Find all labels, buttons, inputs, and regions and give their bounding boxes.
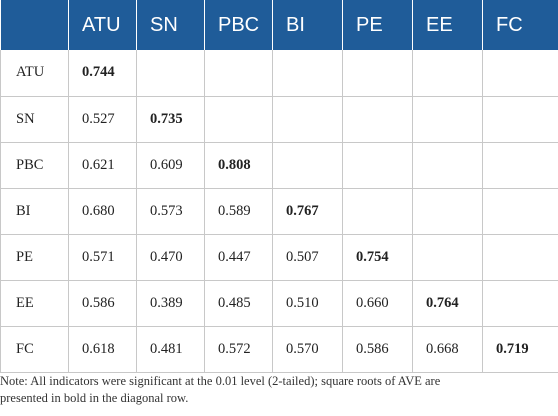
table-cell: 0.680 [68, 188, 137, 235]
table-cell [412, 96, 483, 143]
table-cell [272, 142, 343, 189]
table-cell: 0.660 [342, 280, 413, 327]
table-cell: 0.764 [412, 280, 483, 327]
table-cell [412, 50, 483, 97]
table-cell: 0.507 [272, 234, 343, 281]
footnote-line-1: Note: All indicators were significant at… [0, 374, 441, 388]
table-row: PBC 0.621 0.609 0.808 [0, 142, 558, 189]
table-header-row: ATU SN PBC BI PE EE FC [0, 0, 558, 50]
row-label: PBC [0, 142, 69, 189]
table-cell [482, 188, 558, 235]
table-cell [482, 234, 558, 281]
table-cell [204, 50, 273, 97]
header-cell-atu: ATU [68, 0, 137, 50]
table-cell: 0.609 [136, 142, 205, 189]
row-label: BI [0, 188, 69, 235]
table-cell: 0.485 [204, 280, 273, 327]
row-label: SN [0, 96, 69, 143]
table-row: ATU 0.744 [0, 50, 558, 97]
table-cell: 0.573 [136, 188, 205, 235]
row-label: EE [0, 280, 69, 327]
row-label: PE [0, 234, 69, 281]
table-cell: 0.735 [136, 96, 205, 143]
table-cell [482, 142, 558, 189]
table-cell: 0.589 [204, 188, 273, 235]
table-cell: 0.570 [272, 326, 343, 373]
table-row: EE 0.586 0.389 0.485 0.510 0.660 0.764 [0, 280, 558, 327]
table-cell: 0.767 [272, 188, 343, 235]
table-cell: 0.618 [68, 326, 137, 373]
table-cell: 0.668 [412, 326, 483, 373]
table-cell [412, 188, 483, 235]
header-cell-fc: FC [482, 0, 558, 50]
table-row: SN 0.527 0.735 [0, 96, 558, 143]
header-cell-ee: EE [412, 0, 483, 50]
table-cell [342, 188, 413, 235]
table-row: FC 0.618 0.481 0.572 0.570 0.586 0.668 0… [0, 326, 558, 373]
table-cell [204, 96, 273, 143]
table-cell [482, 280, 558, 327]
table-cell: 0.572 [204, 326, 273, 373]
table-cell [342, 50, 413, 97]
correlation-table: ATU SN PBC BI PE EE FC ATU 0.744 SN 0.52… [0, 0, 558, 373]
table-cell [482, 50, 558, 97]
table-cell: 0.754 [342, 234, 413, 281]
table-cell: 0.470 [136, 234, 205, 281]
table-cell: 0.621 [68, 142, 137, 189]
row-label: ATU [0, 50, 69, 97]
table-cell: 0.481 [136, 326, 205, 373]
table-cell [412, 234, 483, 281]
table-cell: 0.389 [136, 280, 205, 327]
table-footnote: Note: All indicators were significant at… [0, 373, 558, 407]
table-cell: 0.510 [272, 280, 343, 327]
table-row: BI 0.680 0.573 0.589 0.767 [0, 188, 558, 235]
row-label: FC [0, 326, 69, 373]
footnote-line-2: presented in bold in the diagonal row. [0, 391, 189, 405]
table-cell [272, 50, 343, 97]
table-cell: 0.744 [68, 50, 137, 97]
table-cell: 0.447 [204, 234, 273, 281]
table-cell: 0.586 [342, 326, 413, 373]
table-cell: 0.586 [68, 280, 137, 327]
table-cell [272, 96, 343, 143]
table-cell: 0.719 [482, 326, 558, 373]
table-cell [482, 96, 558, 143]
table-cell [342, 96, 413, 143]
header-cell-bi: BI [272, 0, 343, 50]
table-cell: 0.571 [68, 234, 137, 281]
table-cell: 0.527 [68, 96, 137, 143]
table-cell: 0.808 [204, 142, 273, 189]
header-cell-corner [0, 0, 69, 50]
header-cell-pbc: PBC [204, 0, 273, 50]
table-cell [412, 142, 483, 189]
table-cell [136, 50, 205, 97]
table-row: PE 0.571 0.470 0.447 0.507 0.754 [0, 234, 558, 281]
header-cell-sn: SN [136, 0, 205, 50]
table-cell [342, 142, 413, 189]
header-cell-pe: PE [342, 0, 413, 50]
